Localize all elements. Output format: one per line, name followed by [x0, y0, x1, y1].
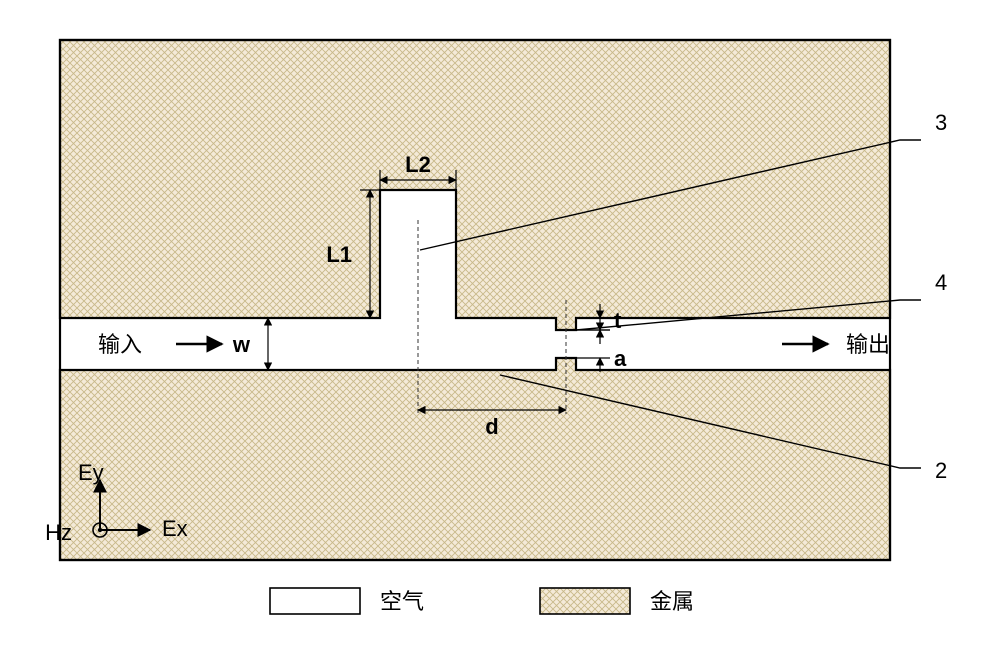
legend-metal-label: 金属 [650, 589, 694, 614]
label-Ex: Ex [162, 516, 188, 541]
label-L1: L1 [326, 242, 352, 267]
legend-air-swatch [270, 588, 360, 614]
label-t: t [614, 308, 622, 333]
callout-2-number: 2 [935, 458, 947, 483]
callout-3-number: 3 [935, 110, 947, 135]
label-Ey: Ey [78, 460, 104, 485]
label-d: d [485, 414, 498, 439]
label-Hz: Hz [45, 520, 72, 545]
callout-4-number: 4 [935, 270, 947, 295]
label-output: 输出 [846, 332, 890, 357]
label-L2: L2 [405, 152, 431, 177]
legend-air-label: 空气 [380, 589, 424, 614]
legend-metal-swatch [540, 588, 630, 614]
label-input: 输入 [98, 332, 142, 357]
axis-Hz-dot-icon [98, 528, 102, 532]
label-w: w [232, 332, 251, 357]
label-a: a [614, 346, 627, 371]
metal-upper [60, 40, 890, 330]
